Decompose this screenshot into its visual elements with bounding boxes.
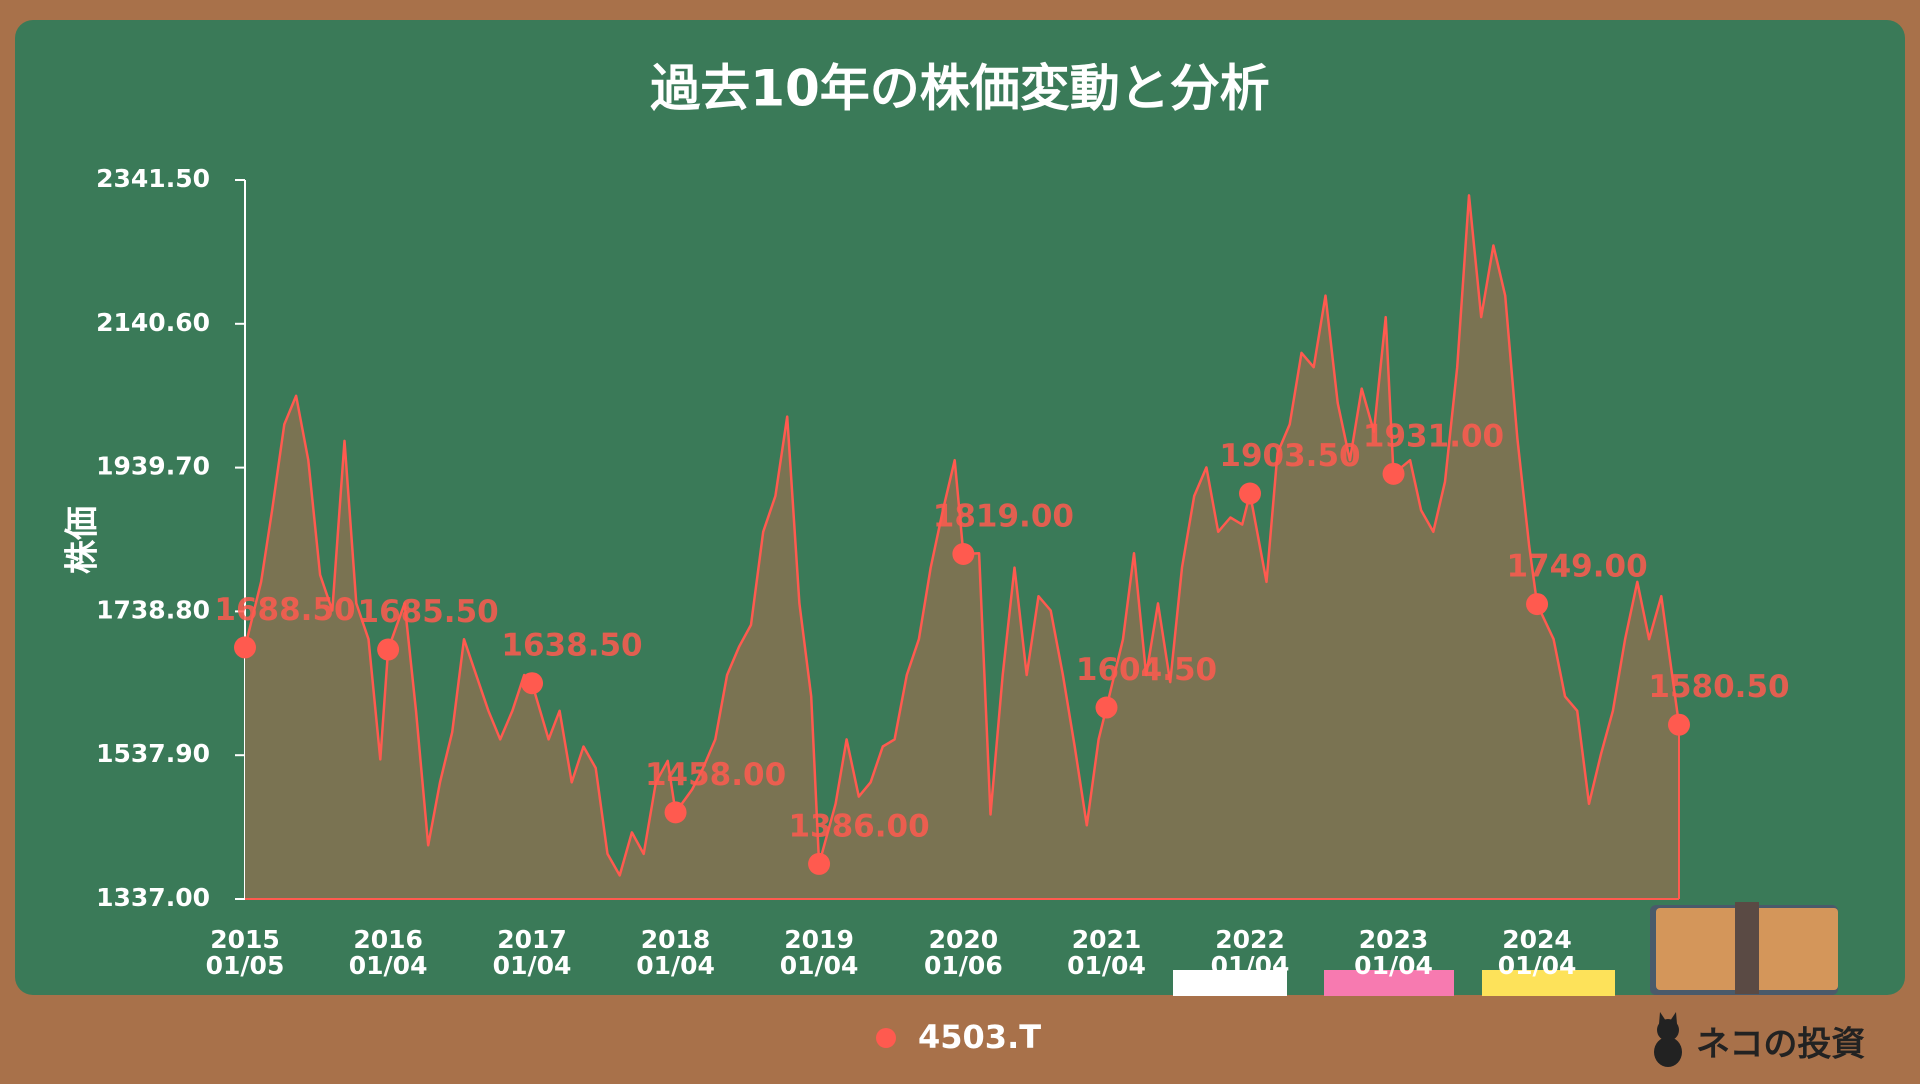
chalk-pink [1324,970,1454,996]
x-tick-label: 2023 [1359,925,1429,954]
x-tick-label: 01/04 [1067,951,1146,980]
x-tick-label: 2016 [353,925,423,954]
x-tick-label: 2022 [1215,925,1285,954]
y-tick-label: 1939.70 [96,452,210,481]
annotation-label: 1685.50 [358,594,499,630]
chalk-yellow [1482,970,1615,996]
x-tick-label: 01/04 [349,951,428,980]
annotation-label: 1580.50 [1648,669,1789,705]
y-axis-label: 株価 [63,506,103,574]
x-tick-label: 2015 [210,925,280,954]
annotation-label: 1638.50 [501,628,642,664]
x-tick-label: 01/04 [1498,951,1577,980]
annotation-point [377,638,400,661]
annotation-point [1382,462,1405,485]
y-tick-label: 2341.50 [96,164,210,193]
legend-marker [876,1028,896,1048]
line [243,194,1681,877]
x-tick-label: 01/04 [1211,951,1290,980]
annotation-label: 1688.50 [214,592,355,628]
annotation-label: 1749.00 [1506,549,1647,585]
annotation-label: 1931.00 [1363,418,1504,454]
x-tick-label: 01/04 [780,951,859,980]
y-tick-label: 1337.00 [96,883,210,912]
chart-title: 過去10年の株価変動と分析 [650,60,1270,118]
annotation-label: 1604.50 [1076,652,1217,688]
y-tick-label: 2140.60 [96,308,210,337]
x-tick-label: 2024 [1502,925,1572,954]
x-tick-label: 01/04 [1354,951,1433,980]
x-tick-label: 2021 [1072,925,1142,954]
x-tick-label: 2018 [641,925,711,954]
annotation-point [234,636,256,659]
cat-icon [1654,1012,1682,1067]
eraser [1650,902,1838,995]
x-tick-label: 01/06 [924,951,1003,980]
annotation-point [1668,713,1690,736]
x-tick-label: 01/05 [206,951,285,980]
annotation-label: 1903.50 [1219,438,1360,474]
annotation-point [664,801,687,824]
x-tick-label: 01/04 [636,951,715,980]
y-tick-label: 1537.90 [96,739,210,768]
annotation-point [952,542,975,565]
legend-label: 4503.T [918,1018,1041,1056]
x-tick-label: 01/04 [493,951,572,980]
annotation-label: 1386.00 [788,808,929,844]
x-tick-label: 2020 [929,925,999,954]
annotation-label: 1819.00 [933,498,1074,534]
chalk-white [1173,970,1287,996]
annotation-point [808,852,831,875]
annotation-point [521,672,544,695]
annotation-label: 1458.00 [645,757,786,793]
brand: ネコの投資 [1696,1025,1865,1065]
annotation-point [1526,593,1549,616]
x-tick-label: 2019 [784,925,854,954]
x-tick-label: 2017 [497,925,567,954]
annotation-point [1095,696,1118,719]
y-tick-label: 1738.80 [96,595,210,624]
annotation-point [1239,482,1262,505]
